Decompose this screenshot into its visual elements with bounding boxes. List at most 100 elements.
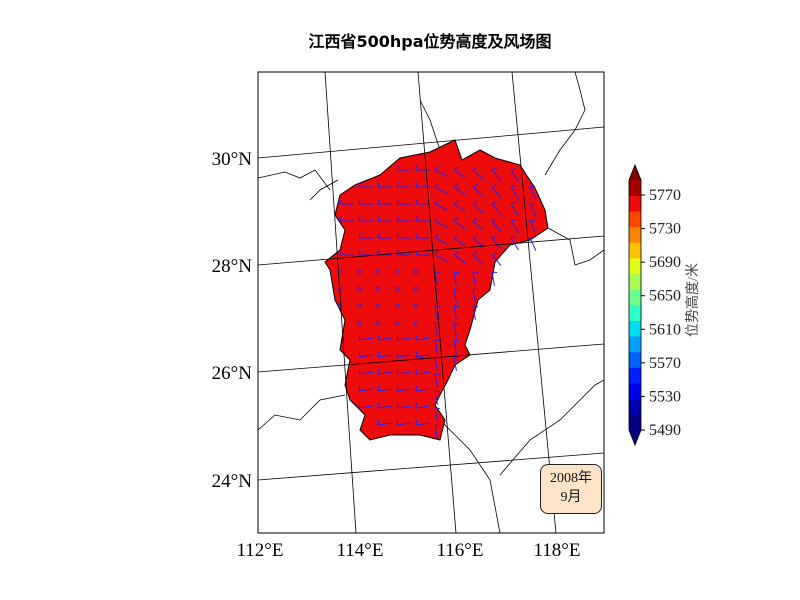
colorbar-segment [629, 242, 641, 259]
wind-barb [434, 250, 448, 262]
lat-line-26 [258, 343, 604, 373]
wind-barb [453, 305, 460, 320]
wind-barb [415, 402, 430, 409]
wind-barb [394, 320, 400, 326]
colorbar-tick-label: 5610 [649, 321, 681, 338]
wind-barb [434, 373, 441, 388]
lon-label: 114°E [337, 540, 384, 561]
wind-barb [491, 167, 502, 182]
graticule [258, 72, 604, 533]
wind-barb [396, 182, 411, 188]
wind-barb [415, 216, 430, 222]
wind-barb [453, 322, 460, 337]
colorbar-label: 位势高度/米 [684, 263, 701, 337]
wind-barb [396, 419, 411, 426]
wind-barb [358, 250, 373, 256]
colorbar-tick-label: 5490 [649, 422, 681, 439]
wind-barb [472, 305, 479, 320]
lon-label: 116°E [437, 540, 484, 561]
lat-label: 26°N [212, 363, 253, 384]
wind-barb [510, 202, 519, 217]
colorbar-segment [629, 398, 641, 415]
colorbar-segment [629, 367, 641, 384]
wind-barb [358, 233, 373, 239]
lat-line-30 [258, 126, 604, 159]
wind-barb [434, 271, 441, 286]
wind-barb [472, 200, 484, 214]
wind-barb [434, 339, 441, 354]
wind-barbs [337, 165, 537, 439]
wind-barb [394, 303, 400, 309]
wind-barb [377, 419, 392, 426]
wind-barb [358, 385, 373, 392]
wind-barb [358, 402, 373, 409]
lat-line-28 [258, 235, 604, 266]
wind-barb [377, 199, 392, 205]
date-month: 9月 [560, 490, 582, 505]
wind-barb [434, 182, 448, 194]
wind-barb [358, 216, 373, 222]
lon-line-116 [417, 72, 457, 533]
wind-barb [453, 339, 460, 354]
wind-barb [434, 165, 448, 177]
wind-barb [472, 271, 479, 286]
wind-barb [377, 233, 392, 239]
lon-label: 118°E [534, 540, 581, 561]
wind-barb [415, 199, 430, 205]
colorbar-extend-high [629, 165, 641, 180]
wind-barb [415, 419, 430, 426]
wind-barb [377, 351, 392, 358]
wind-barb [491, 201, 502, 216]
wind-barb [413, 286, 419, 292]
wind-barb [415, 385, 430, 392]
wind-barb [434, 199, 448, 211]
wind-barb [453, 166, 466, 179]
wind-barb [394, 286, 400, 292]
wind-barb [529, 219, 537, 234]
colorbar-segment [629, 273, 641, 290]
wind-barb [375, 303, 381, 309]
wind-barb [339, 199, 354, 205]
wind-barb [434, 407, 441, 422]
wind-barb [415, 334, 430, 341]
wind-barb [472, 234, 484, 248]
wind-barb [453, 356, 460, 371]
lon-line-114 [324, 72, 357, 533]
wind-barb [396, 233, 411, 239]
wind-barb [413, 269, 419, 275]
jiangxi-province-fill [324, 139, 549, 441]
wind-barb [472, 217, 484, 231]
province-boundaries [258, 72, 604, 533]
wind-barb [339, 250, 354, 256]
wind-barb [453, 251, 466, 264]
wind-barb [491, 252, 502, 267]
colorbar-tick-label: 5770 [649, 187, 681, 204]
wind-barb [413, 303, 419, 309]
colorbar-segment [629, 195, 641, 212]
colorbar-segment [629, 226, 641, 243]
colorbar-segment [629, 414, 641, 431]
date-year: 2008年 [550, 471, 592, 486]
wind-barb [491, 184, 502, 199]
colorbar: 5770 5730 5690 5650 5610 5570 5530 5490 [628, 163, 681, 447]
wind-barb [375, 269, 381, 275]
colorbar-tick-label: 5690 [649, 254, 681, 271]
wind-barb [491, 235, 502, 250]
wind-barb [394, 269, 400, 275]
wind-barb [510, 185, 519, 200]
wind-barb [529, 236, 537, 251]
chart-title: 江西省500hpa位势高度及风场图 [308, 32, 552, 51]
wind-barb [413, 320, 419, 326]
colorbar-segment [629, 351, 641, 368]
wind-barb [396, 165, 411, 171]
wind-barb [472, 251, 484, 265]
wind-barb [491, 271, 498, 286]
wind-barb [529, 185, 537, 200]
colorbar-segment [629, 305, 641, 321]
wind-barb [358, 182, 373, 188]
colorbar-tick-label: 5730 [649, 221, 681, 238]
wind-barb [377, 385, 392, 392]
colorbar-tick-label: 5530 [649, 388, 681, 405]
